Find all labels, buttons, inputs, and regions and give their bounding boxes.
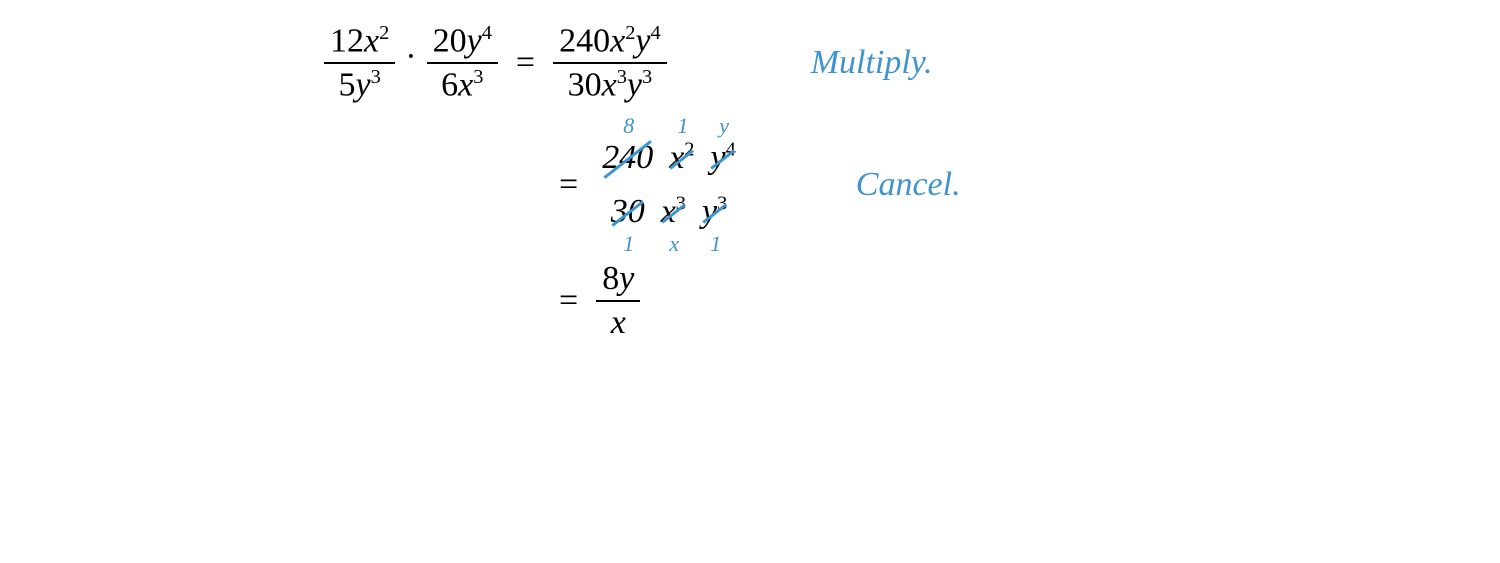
exp: 3 [371,66,381,88]
var: y [467,22,482,59]
step-cancel: = 8 240 1 x2 y y4 [320,137,1220,234]
replacement: x [669,231,679,257]
annotation-multiply: Multiply. [811,44,933,82]
cancel-y3: y3 1 [702,193,727,231]
var: y [619,260,634,297]
multiply-dot: · [399,38,422,76]
var: x [602,67,617,104]
var: y [627,67,642,104]
coef: 20 [433,22,467,59]
cancel-x2: 1 x2 [669,139,694,177]
cancel-240: 8 240 [602,139,653,177]
equation-line-3: = 8y x [545,258,644,344]
equation-line-1: 12x2 5y3 · 20y4 6x3 = [320,20,671,107]
coef: 30 [568,67,602,104]
var: x [364,22,379,59]
fraction-result: 8y x [596,258,640,344]
cancel-30: 30 1 [611,193,645,231]
replacement: 1 [710,231,721,257]
equals-sign: = [545,166,592,204]
step-multiply: 12x2 5y3 · 20y4 6x3 = [320,20,1220,107]
var: x [610,22,625,59]
equals-sign: = [545,282,592,320]
exp: 2 [625,22,635,44]
cancel-x3: x3 x [661,193,686,231]
coef: 12 [330,22,364,59]
coef: 240 [559,22,610,59]
var: y [635,22,650,59]
exp: 4 [651,22,661,44]
fraction-2: 20y4 6x3 [427,20,498,107]
replacement: y [719,113,729,139]
fraction-1: 12x2 5y3 [324,20,395,107]
replacement: 8 [623,113,634,139]
exp: 3 [642,66,652,88]
equation-line-2: = 8 240 1 x2 y y4 [545,137,746,234]
step-result: = 8y x [320,258,1220,344]
coef: 6 [441,67,458,104]
coef: 8 [602,260,619,297]
exp: 3 [617,66,627,88]
numerator: 8 240 1 x2 y y4 [596,137,742,179]
math-derivation: 12x2 5y3 · 20y4 6x3 = [320,20,1220,364]
equals-sign: = [502,44,549,82]
exp: 3 [473,66,483,88]
denominator: 30 1 x3 x y3 1 [605,191,734,233]
var: x [458,67,473,104]
coef: 5 [339,67,356,104]
annotation-cancel: Cancel. [856,166,961,204]
var: x [611,304,626,341]
fraction-cancel: 8 240 1 x2 y y4 [596,137,742,234]
replacement: 1 [623,231,634,257]
replacement: 1 [677,113,688,139]
cancel-y4: y y4 [710,139,735,177]
exp: 4 [482,22,492,44]
exp: 2 [379,22,389,44]
fraction-product: 240x2y4 30x3y3 [553,20,667,107]
var: y [356,67,371,104]
